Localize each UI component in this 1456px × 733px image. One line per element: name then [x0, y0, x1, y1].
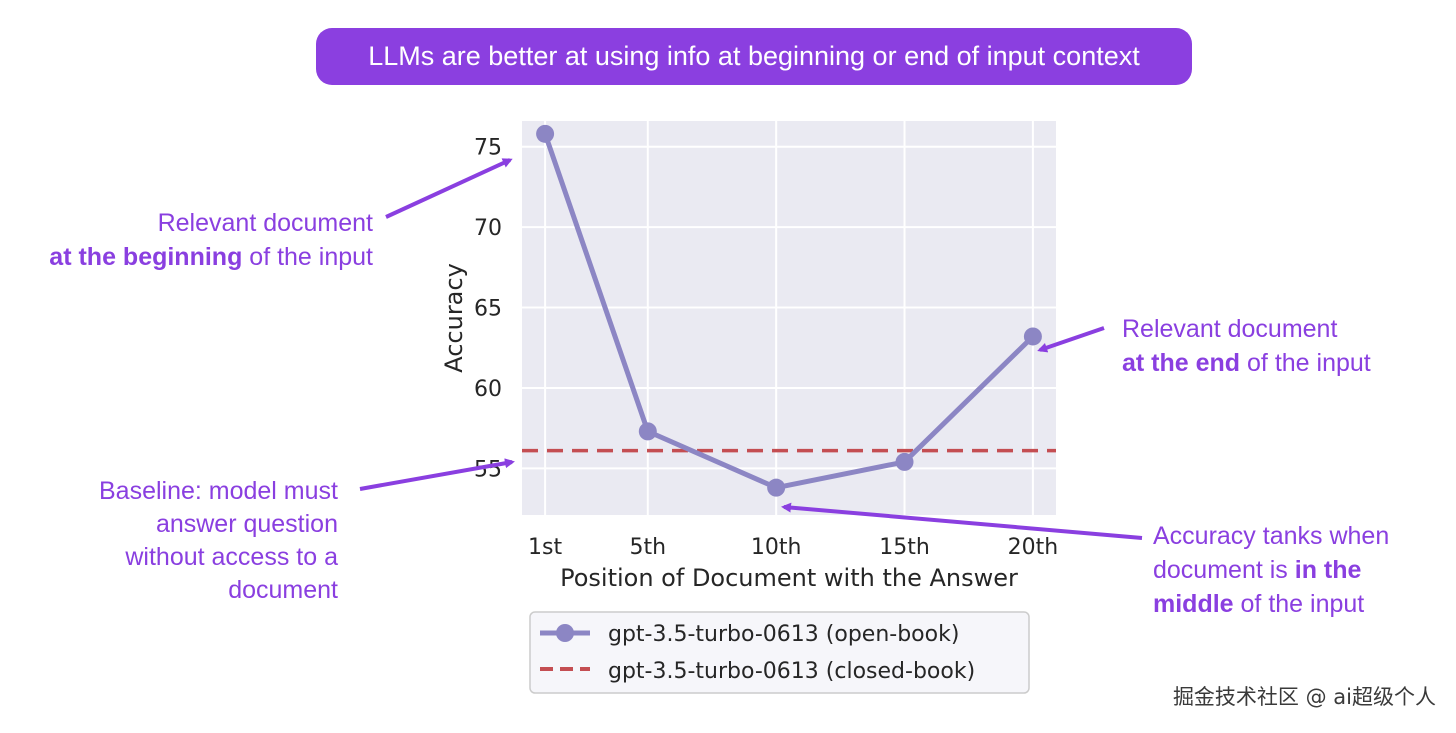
legend: gpt-3.5-turbo-0613 (open-book) gpt-3.5-t… [529, 611, 1030, 694]
annotation-end-bold: at the end [1122, 349, 1241, 377]
watermark: 掘金技术社区 @ ai超级个人 [1172, 685, 1436, 709]
banner-text: LLMs are better at using info at beginni… [368, 41, 1140, 71]
annotation-end-line1: Relevant document [1122, 315, 1338, 343]
annotation-middle: Accuracy tanks when document is in the m… [1153, 519, 1389, 621]
x-tick-label: 20th [1008, 535, 1059, 560]
annotation-arrows [359, 158, 1143, 540]
x-tick-label: 15th [879, 535, 930, 560]
y-tick-label: 70 [474, 216, 502, 241]
grid-lines [522, 121, 1056, 515]
y-tick-label: 75 [474, 136, 502, 161]
annotation-baseline-line3: without access to a [125, 543, 338, 571]
open-book-point [1023, 327, 1042, 346]
x-axis-label: Position of Document with the Answer [560, 564, 1018, 592]
annotation-middle-bold1: in the [1294, 556, 1362, 584]
open-book-point [536, 124, 555, 143]
plot-area [522, 121, 1056, 515]
annotation-baseline-line4: document [228, 576, 338, 604]
annotation-baseline-line1: Baseline: model must [98, 477, 338, 505]
annotation-beginning: Relevant document at the beginning of th… [0, 206, 373, 274]
annotation-baseline: Baseline: model must answer question wit… [0, 475, 338, 607]
annotation-middle-bold2: middle [1153, 590, 1234, 618]
legend-open-marker [556, 624, 574, 642]
arrow-beginning [385, 158, 513, 219]
annotation-end: Relevant document at the end of the inpu… [1122, 312, 1371, 380]
y-axis-label: Accuracy [440, 263, 468, 373]
annotation-baseline-line2: answer question [155, 510, 338, 538]
annotation-end-rest: of the input [1240, 349, 1371, 377]
arrow-middle [781, 502, 1143, 540]
title-banner: LLMs are better at using info at beginni… [316, 28, 1192, 85]
x-tick-label: 10th [751, 535, 802, 560]
annotation-beginning-line1: Relevant document [157, 209, 373, 237]
annotation-middle-pre: document is [1153, 556, 1295, 584]
series-layer [522, 124, 1056, 497]
legend-closed-label: gpt-3.5-turbo-0613 (closed-book) [608, 659, 975, 684]
open-book-point [895, 452, 914, 471]
x-tick-label: 1st [528, 535, 562, 560]
annotation-beginning-rest: of the input [242, 243, 373, 271]
y-tick-label: 60 [474, 377, 502, 402]
annotation-middle-line1: Accuracy tanks when [1153, 522, 1390, 550]
open-book-point [638, 422, 657, 441]
open-book-point [767, 478, 786, 497]
annotation-middle-rest: of the input [1233, 590, 1365, 618]
annotation-beginning-bold: at the beginning [49, 243, 243, 271]
y-tick-label: 65 [474, 297, 502, 322]
legend-open-label: gpt-3.5-turbo-0613 (open-book) [608, 622, 959, 647]
arrow-baseline [359, 458, 515, 491]
legend-box [529, 611, 1030, 694]
arrow-end [1037, 326, 1105, 353]
x-tick-label: 5th [630, 535, 667, 560]
